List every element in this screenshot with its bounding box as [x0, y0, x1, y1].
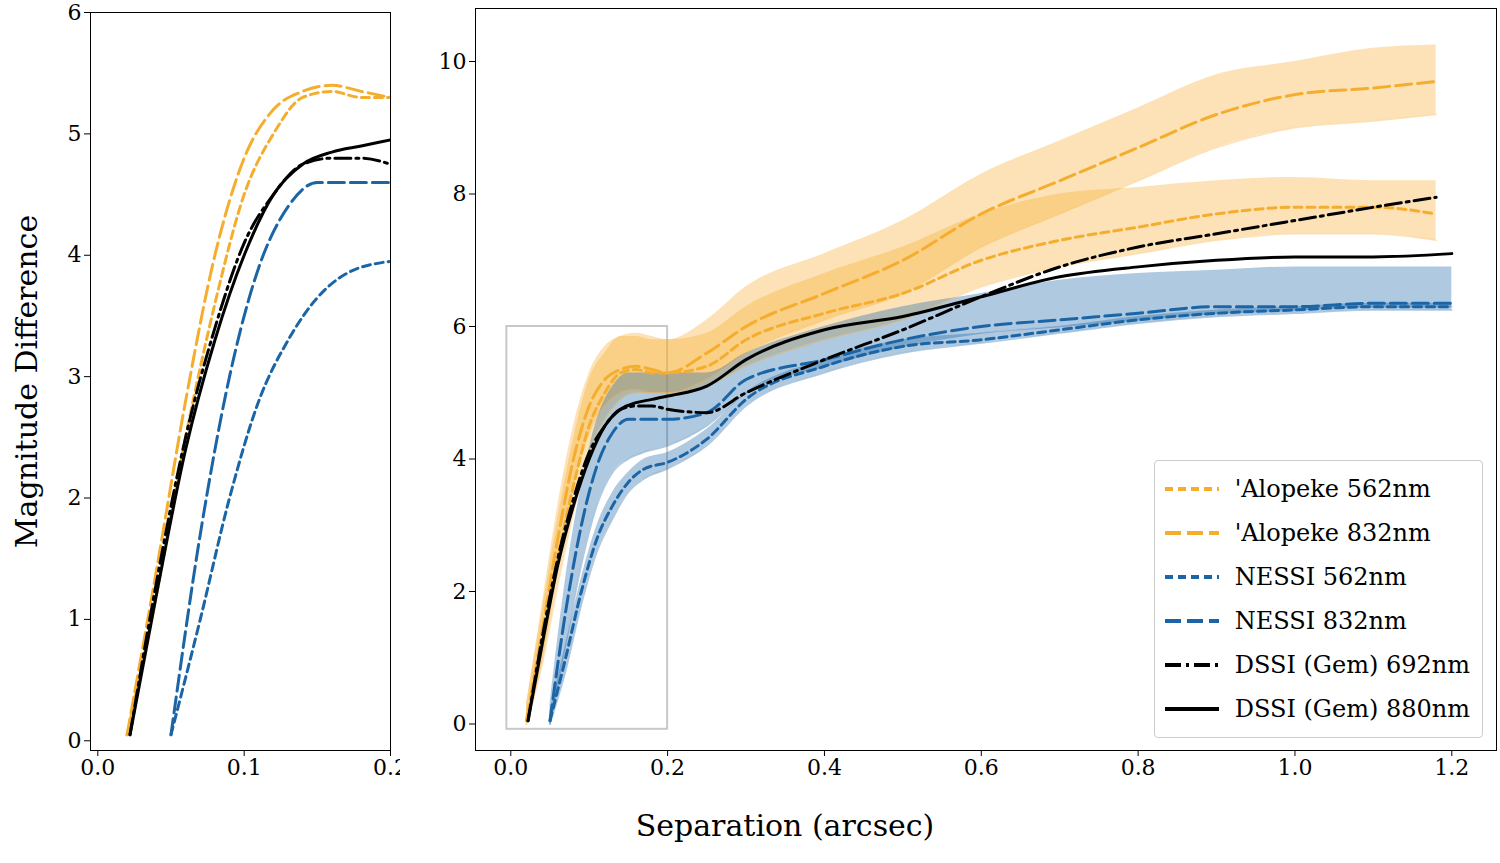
svg-text:2: 2 — [453, 579, 467, 604]
svg-text:0.2: 0.2 — [373, 755, 400, 780]
svg-text:3: 3 — [68, 364, 82, 389]
html-text:Separation (arcsec): Separation (arcsec) — [635, 808, 935, 843]
svg-text:1.0: 1.0 — [1277, 755, 1312, 780]
svg-text:0.4: 0.4 — [807, 755, 842, 780]
html-text:'Alopeke 832nm: 'Alopeke 832nm — [1234, 519, 1431, 547]
svg-text:0: 0 — [68, 728, 82, 753]
svg-text:0.8: 0.8 — [1121, 755, 1156, 780]
svg-text:6: 6 — [453, 314, 467, 339]
svg-text:4: 4 — [68, 242, 82, 267]
svg-text:1: 1 — [68, 606, 82, 631]
html-text:NESSI 832nm: NESSI 832nm — [1234, 607, 1407, 635]
html-text:NESSI 562nm: NESSI 562nm — [1234, 563, 1407, 591]
svg-text:8: 8 — [453, 181, 467, 206]
html-text:DSSI (Gem) 692nm: DSSI (Gem) 692nm — [1234, 651, 1470, 679]
html-text:'Alopeke 562nm: 'Alopeke 562nm — [1234, 475, 1431, 503]
svg-text:0.1: 0.1 — [227, 755, 262, 780]
svg-text:2: 2 — [68, 485, 82, 510]
svg-text:Magnitude Difference: Magnitude Difference — [9, 215, 44, 548]
svg-text:0: 0 — [453, 711, 467, 736]
svg-text:0.2: 0.2 — [650, 755, 685, 780]
svg-text:0.6: 0.6 — [964, 755, 999, 780]
svg-text:6: 6 — [68, 0, 82, 25]
svg-text:0.0: 0.0 — [80, 755, 115, 780]
svg-text:0.0: 0.0 — [493, 755, 528, 780]
html-text:DSSI (Gem) 880nm: DSSI (Gem) 880nm — [1234, 695, 1470, 723]
svg-text:4: 4 — [453, 446, 467, 471]
svg-text:1.2: 1.2 — [1434, 755, 1469, 780]
svg-text:5: 5 — [68, 121, 82, 146]
svg-text:10: 10 — [439, 49, 467, 74]
